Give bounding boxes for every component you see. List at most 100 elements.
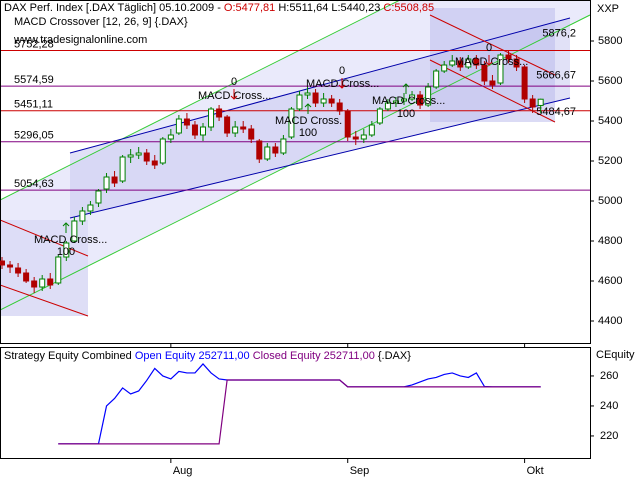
legend-entry: Open Equity 252711,00 xyxy=(135,350,250,362)
candle-body xyxy=(151,160,158,166)
candle-body xyxy=(248,128,255,140)
candle-body xyxy=(119,156,126,182)
candle-body xyxy=(489,80,496,86)
candle-body xyxy=(272,146,279,154)
y-tick-label: 5800 xyxy=(598,35,622,47)
candle-body xyxy=(401,98,407,102)
candle-body xyxy=(103,176,110,190)
candle-body xyxy=(95,190,102,204)
high-text: H:5511,64 xyxy=(278,2,328,14)
candle-body xyxy=(143,152,150,162)
candle-body xyxy=(392,100,399,104)
x-tick-label: Okt xyxy=(527,465,544,477)
candle-body xyxy=(232,126,239,134)
y-tick-label: 5000 xyxy=(598,195,622,207)
y-tick-label: 5400 xyxy=(598,115,622,127)
open-text: O:5477,81 xyxy=(224,2,275,14)
level-label: 5054,63 xyxy=(14,178,54,190)
candle-body xyxy=(352,136,359,140)
candle-body xyxy=(425,86,432,106)
y-tick-label: 240 xyxy=(600,400,618,412)
y-tick-label: 5600 xyxy=(598,75,622,87)
main-frame xyxy=(0,0,591,344)
candle-body xyxy=(167,134,174,140)
equity-title: Strategy Equity Combined Open Equity 252… xyxy=(4,350,411,362)
low-text: L:5440,23 xyxy=(331,2,380,14)
title: DAX Perf. Index [.DAX Täglich] 05.10.200… xyxy=(4,2,221,14)
annotation-text: MACD Cross... xyxy=(34,234,107,246)
signal-arrow xyxy=(230,89,238,100)
candle-body xyxy=(159,138,166,164)
y-tick-label: 4600 xyxy=(598,275,622,287)
candle-body xyxy=(135,152,142,156)
candle-body xyxy=(441,64,448,72)
candle-body xyxy=(336,102,343,112)
candle-body xyxy=(449,60,456,66)
candle-body xyxy=(320,98,327,104)
candle-body xyxy=(497,54,504,84)
watermark: www.tradesignalonline.com xyxy=(13,34,147,46)
y-tick-label: 4400 xyxy=(598,315,622,327)
candle-body xyxy=(296,94,303,110)
y-axis-label: XXP xyxy=(597,3,619,15)
annotation-value: 100 xyxy=(397,108,415,120)
close-text: C:5508,85 xyxy=(383,2,434,14)
suffix: {.DAX} xyxy=(378,350,411,362)
candle-body xyxy=(409,94,416,100)
candle-body xyxy=(7,264,14,268)
candle-body xyxy=(0,260,5,266)
candle-body xyxy=(240,126,247,130)
signal-arrow xyxy=(338,78,346,89)
candle-body xyxy=(15,267,22,274)
candle-body xyxy=(368,124,375,136)
channel-line xyxy=(429,59,556,123)
y-tick-label: 5200 xyxy=(598,155,622,167)
level-label: 5752,28 xyxy=(14,38,54,50)
candle-body xyxy=(376,108,383,124)
channel-line xyxy=(69,17,571,154)
candle-body xyxy=(71,220,78,242)
candle-body xyxy=(280,138,287,154)
signal-arrow xyxy=(304,103,312,114)
candle-body xyxy=(79,210,86,222)
candle-body xyxy=(23,272,30,282)
candle-body xyxy=(256,140,263,160)
candle-body xyxy=(288,108,295,138)
candle-body xyxy=(344,110,351,138)
candle-body xyxy=(87,204,94,212)
candle-body xyxy=(200,126,206,136)
legend-entry: Closed Equity 252711,00 xyxy=(253,350,375,362)
x-tick-label: Sep xyxy=(350,465,370,477)
annotation-value: 0 xyxy=(339,65,345,77)
annotation-value: 0 xyxy=(486,42,492,54)
channel-line xyxy=(69,97,571,219)
annotation-value: 100 xyxy=(57,246,75,258)
candle-body xyxy=(39,278,46,288)
candle-body xyxy=(183,118,190,126)
candle-body xyxy=(433,70,440,88)
signal-arrow xyxy=(485,55,493,66)
channel-end-label: 5876,2 xyxy=(542,28,576,40)
candle-body xyxy=(417,94,424,106)
candle-body xyxy=(513,58,520,68)
equity-frame xyxy=(0,347,591,459)
channel-line xyxy=(0,284,89,317)
candle-body xyxy=(537,98,544,106)
annotation-text: MACD Cross... xyxy=(372,95,445,107)
candle-body xyxy=(208,108,215,128)
chart-title: DAX Perf. Index [.DAX Täglich] 05.10.200… xyxy=(4,2,434,14)
candle-body xyxy=(473,58,480,66)
candle-body xyxy=(304,92,311,96)
annotation-text: MACD Cross. xyxy=(275,115,342,127)
y-tick-label: 4800 xyxy=(598,235,622,247)
candle-body xyxy=(328,98,335,104)
candle-body xyxy=(191,124,198,136)
candle-body xyxy=(47,278,54,286)
annotation-value: 0 xyxy=(231,76,237,88)
y-tick-label: 220 xyxy=(600,430,618,442)
annotation-text: MACD Cross... xyxy=(306,78,379,90)
equity-line xyxy=(58,379,541,445)
candle-body xyxy=(521,66,528,100)
candle-body xyxy=(31,280,38,288)
